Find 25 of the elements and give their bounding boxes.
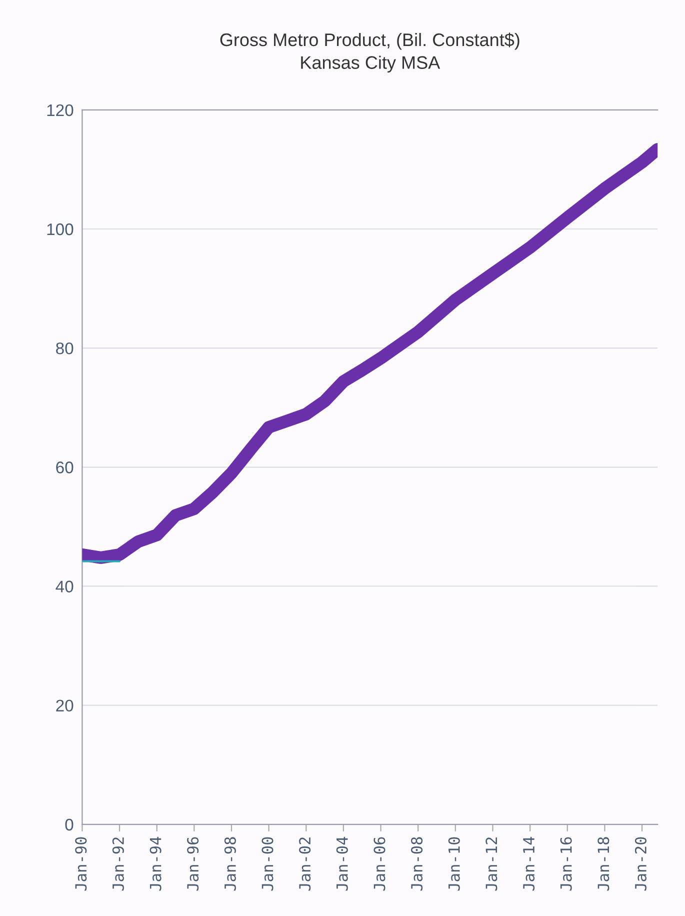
x-tick-label: Jan-98: [224, 837, 236, 891]
x-tick-label: Jan-90: [75, 837, 87, 891]
chart-title: Gross Metro Product, (Bil. Constant$): [220, 32, 520, 50]
x-tick-label: Jan-14: [523, 836, 535, 891]
x-tick-label: Jan-02: [299, 838, 311, 891]
y-tick-label: 0: [65, 818, 74, 831]
y-tick-label: 20: [56, 700, 74, 712]
x-tick-label: Jan-96: [187, 837, 199, 891]
x-tick-label: Jan-18: [598, 837, 610, 891]
x-tick-label: Jan-12: [486, 838, 498, 891]
x-tick-label: Jan-10: [448, 837, 460, 891]
x-tick-label: Jan-92: [112, 838, 124, 891]
y-tick-label: 60: [56, 462, 74, 474]
x-tick-label: Jan-00: [262, 837, 274, 891]
x-tick-label: Jan-94: [150, 836, 162, 891]
y-tick-label: 100: [47, 223, 74, 236]
y-tick-label: 120: [47, 104, 74, 116]
x-tick-label: Jan-08: [410, 837, 423, 891]
y-tick-label: 80: [56, 342, 74, 354]
x-tick-label: Jan-04: [336, 836, 348, 891]
y-tick-label: 40: [56, 580, 74, 592]
x-tick-label: Jan-20: [634, 837, 646, 891]
x-tick-label: Jan-06: [374, 837, 386, 891]
chart-subtitle: Kansas City MSA: [301, 56, 440, 73]
x-tick-label: Jan-16: [560, 837, 572, 891]
